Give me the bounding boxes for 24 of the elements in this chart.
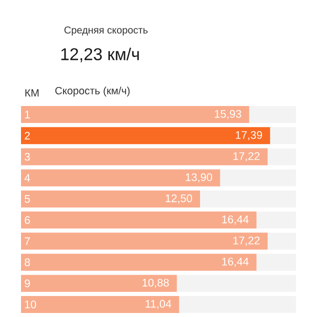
y-tick-label: 7: [24, 237, 30, 245]
y-tick-label: 3: [24, 152, 30, 161]
data-label: 16,44: [222, 216, 249, 225]
y-axis-title: КМ: [25, 89, 39, 96]
data-label: 12,50: [166, 194, 192, 204]
y-tick-label: 5: [24, 195, 30, 203]
y-tick-label: 9: [24, 279, 30, 288]
data-label: 17,22: [233, 152, 260, 162]
y-tick-label: 10: [25, 300, 36, 308]
data-label: 13,90: [186, 173, 212, 182]
y-tick-label: 8: [24, 258, 30, 266]
data-label: 17,39: [236, 131, 262, 140]
data-label: 17,22: [233, 236, 260, 246]
y-tick-label: 2: [24, 132, 30, 140]
y-tick-label: 4: [24, 174, 30, 182]
data-label: 11,04: [146, 300, 172, 309]
x-axis-title: Скорость (км/ч): [55, 86, 130, 96]
data-label: 15,93: [214, 110, 242, 120]
y-tick-label: 6: [24, 216, 30, 224]
data-label: 16,44: [222, 258, 249, 267]
chart-title: Средняя скорость: [64, 26, 148, 36]
chart-subtitle: 12,23 км/ч: [61, 48, 139, 62]
data-label: 10,88: [142, 278, 169, 288]
y-tick-label: 1: [25, 110, 30, 118]
